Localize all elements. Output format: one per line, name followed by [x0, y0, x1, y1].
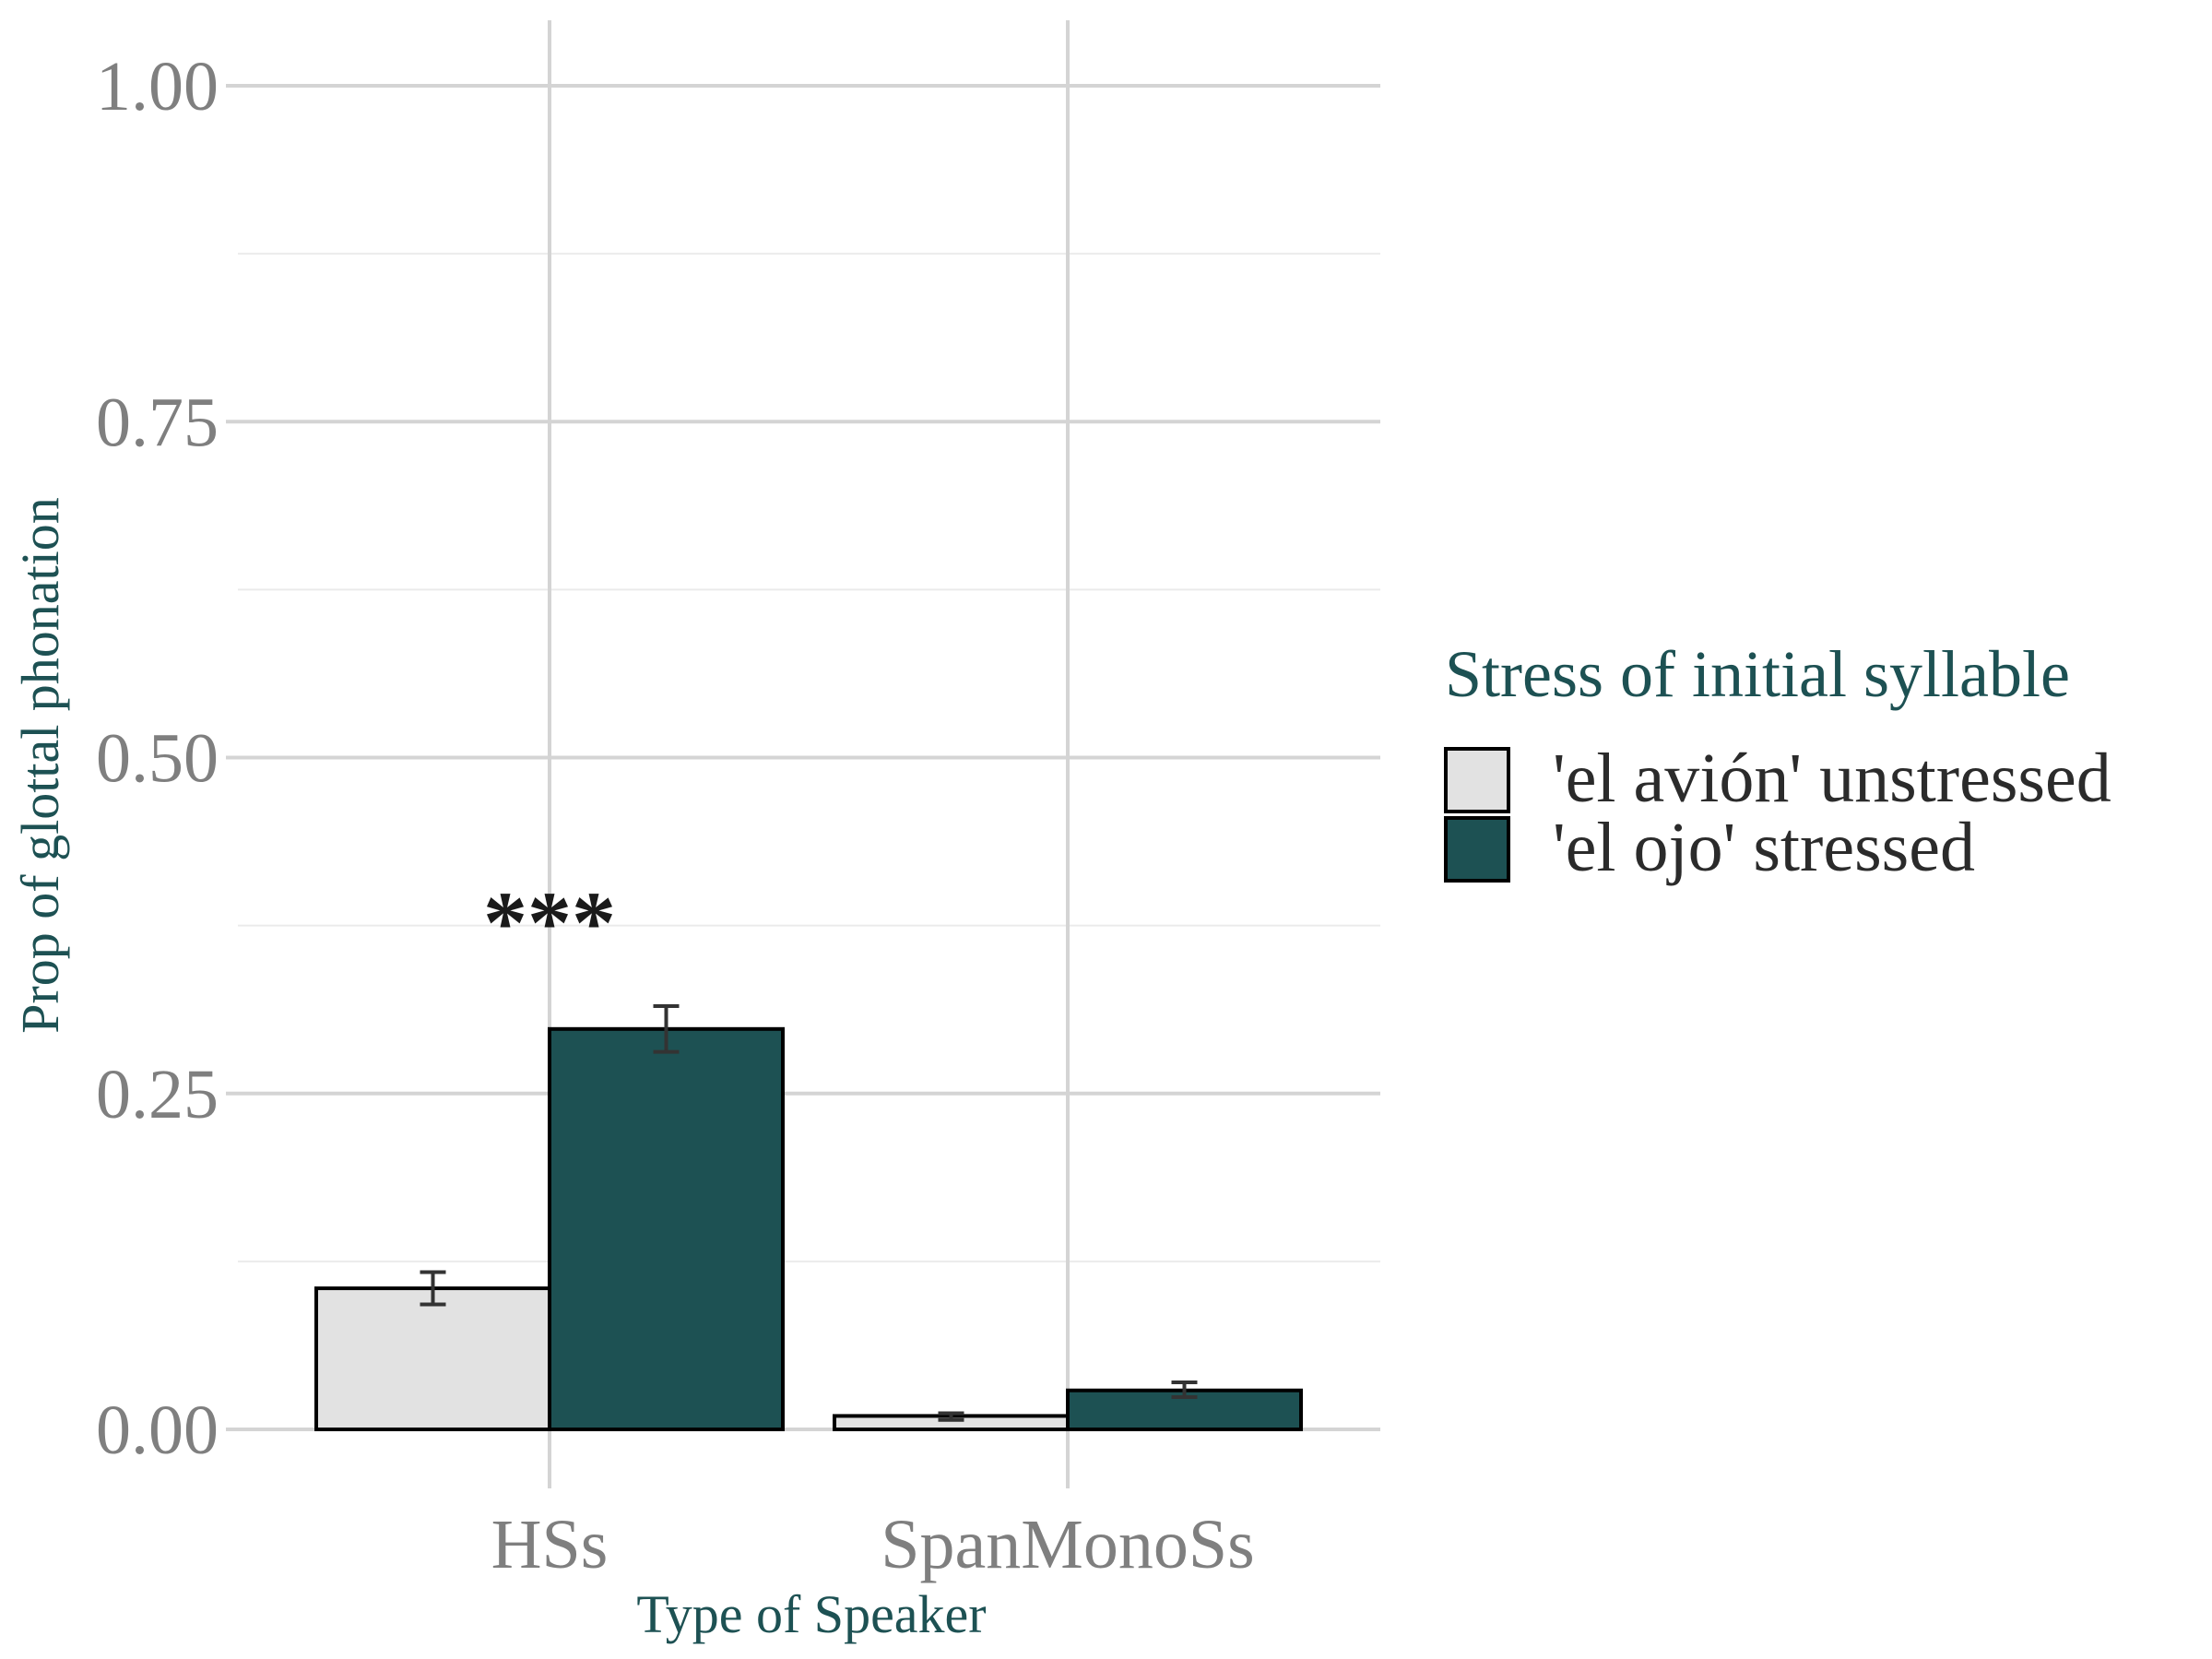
legend-swatch [1444, 747, 1510, 813]
error-bar [1171, 1381, 1198, 1400]
annotations: *** [483, 873, 616, 972]
x-tick-label: SpanMonoSs [881, 1506, 1254, 1583]
error-bar [938, 1411, 964, 1422]
bar [548, 1026, 785, 1431]
legend-label: 'el avión' unstressed [1553, 740, 2111, 817]
y-tick-label: 0.25 [96, 1056, 219, 1133]
y-tick-label: 0.75 [96, 384, 219, 461]
grid [226, 20, 1380, 1488]
y-tick-label: 0.00 [96, 1392, 219, 1469]
error-bars [420, 1004, 1198, 1422]
x-tick-label: HSs [491, 1506, 609, 1583]
legend-item: 'el ojo' stressed [1444, 809, 1975, 886]
error-bar [653, 1004, 680, 1054]
y-tick-label: 0.50 [96, 720, 219, 798]
bar [314, 1286, 551, 1432]
bar [1066, 1388, 1303, 1431]
y-axis-ticks: 0.00 0.25 0.50 0.75 1.00 [96, 48, 219, 1469]
legend: Stress of initial syllable 'el avión' un… [1444, 637, 2111, 886]
x-axis-ticks: HSs SpanMonoSs [491, 1506, 1255, 1583]
legend-item: 'el avión' unstressed [1444, 740, 2111, 817]
bars [314, 1026, 1303, 1432]
legend-swatch [1444, 816, 1510, 883]
error-bar [420, 1270, 446, 1307]
legend-label: 'el ojo' stressed [1553, 809, 1975, 886]
y-tick-label: 1.00 [96, 48, 219, 125]
significance-label: *** [483, 873, 616, 972]
legend-title: Stress of initial syllable [1445, 637, 2070, 711]
y-axis-title: Prop of glottal phonation [10, 497, 70, 1034]
x-axis-title: Type of Speaker [636, 1584, 986, 1644]
